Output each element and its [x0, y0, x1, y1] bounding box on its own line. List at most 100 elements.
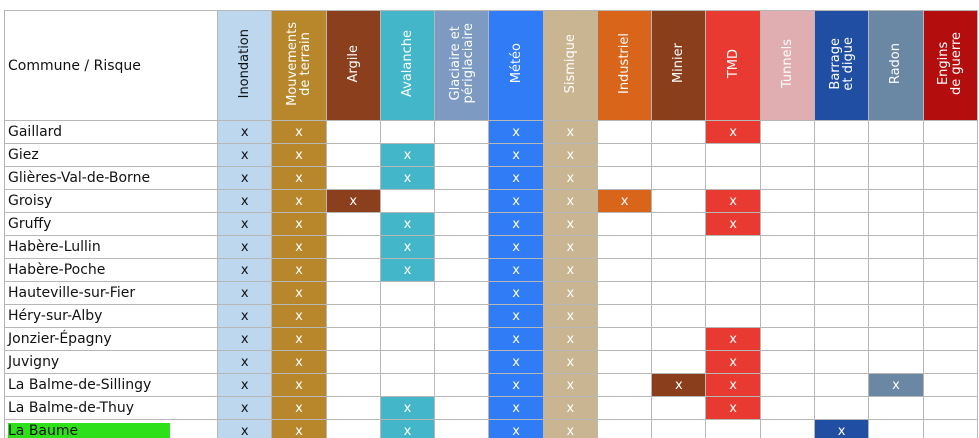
empty-cell-tunnels	[759, 396, 816, 420]
risk-label-tunnels: Tunnels	[779, 38, 795, 89]
mark-symbol: x	[675, 377, 683, 393]
mark-symbol: x	[566, 193, 575, 209]
empty-cell-radon	[868, 212, 924, 236]
risk-label-sismique: Sismique	[562, 33, 578, 94]
risk-mark-meteo: x	[488, 189, 544, 213]
commune-risk-header: Commune / Risque	[3, 10, 219, 121]
empty-cell-avalanche	[379, 373, 436, 397]
empty-cell-minier	[651, 212, 707, 236]
empty-cell-tunnels	[759, 189, 816, 213]
risk-mark-tmd: x	[705, 350, 761, 374]
empty-cell-engins	[922, 212, 979, 236]
commune-name: Habère-Poche	[8, 262, 106, 278]
mark-symbol: x	[240, 285, 249, 301]
mark-symbol: x	[295, 354, 303, 370]
mark-symbol: x	[240, 400, 249, 416]
risk-mark-sismique: x	[542, 419, 598, 438]
risk-mark-avalanche: x	[379, 143, 436, 167]
empty-cell-barrage	[814, 166, 870, 190]
table-row: Habère-Lullin x x x x x	[3, 235, 979, 259]
risk-mark-inondation: x	[217, 350, 273, 374]
table-row: Juvigny x x x x x	[3, 350, 979, 374]
risk-mark-tmd: x	[705, 189, 761, 213]
mark-symbol: x	[295, 170, 303, 186]
empty-cell-industriel	[596, 304, 653, 328]
empty-cell-argile	[325, 419, 381, 438]
empty-cell-barrage	[814, 235, 870, 259]
empty-cell-tmd	[705, 419, 761, 438]
mark-symbol: x	[566, 147, 575, 163]
commune-name: Juvigny	[8, 354, 60, 370]
empty-cell-tmd	[705, 166, 761, 190]
mark-symbol: x	[512, 331, 520, 347]
mark-symbol: x	[240, 262, 249, 278]
risk-mark-inondation: x	[217, 373, 273, 397]
risk-label-tmd: TMD	[725, 48, 741, 79]
empty-cell-engins	[922, 327, 979, 351]
empty-cell-barrage	[814, 281, 870, 305]
mark-symbol: x	[295, 147, 303, 163]
header-row: Commune / Risque Inondation Mouvements de…	[3, 10, 979, 121]
empty-cell-glaciaire	[434, 419, 490, 438]
empty-cell-radon	[868, 350, 924, 374]
commune-name-cell: La Balme-de-Thuy	[3, 396, 219, 420]
empty-cell-argile	[325, 396, 381, 420]
risk-mark-inondation: x	[217, 304, 273, 328]
risk-header-meteo: Météo	[488, 10, 544, 121]
empty-cell-argile	[325, 281, 381, 305]
risk-mark-meteo: x	[488, 235, 544, 259]
mark-symbol: x	[295, 331, 303, 347]
risk-header-avalanche: Avalanche	[379, 10, 436, 121]
commune-name-cell: Hauteville-sur-Fier	[3, 281, 219, 305]
commune-name: Jonzier-Épagny	[8, 331, 112, 347]
mark-symbol: x	[403, 170, 412, 186]
risk-header-sismique: Sismique	[542, 10, 598, 121]
commune-name-cell: La Balme-de-Sillingy	[3, 373, 219, 397]
risk-mark-mouvements: x	[271, 166, 327, 190]
empty-cell-barrage	[814, 373, 870, 397]
empty-cell-minier	[651, 304, 707, 328]
empty-cell-radon	[868, 166, 924, 190]
empty-cell-tunnels	[759, 373, 816, 397]
mark-symbol: x	[512, 400, 520, 416]
risk-mark-avalanche: x	[379, 166, 436, 190]
mark-symbol: x	[512, 423, 520, 438]
risk-mark-avalanche: x	[379, 258, 436, 282]
empty-cell-tunnels	[759, 419, 816, 438]
empty-cell-engins	[922, 143, 979, 167]
mark-symbol: x	[403, 216, 412, 232]
empty-cell-engins	[922, 281, 979, 305]
mark-symbol: x	[295, 193, 303, 209]
empty-cell-minier	[651, 120, 707, 144]
mark-symbol: x	[566, 170, 575, 186]
mark-symbol: x	[729, 377, 737, 393]
mark-symbol: x	[512, 216, 520, 232]
empty-cell-industriel	[596, 120, 653, 144]
risk-mark-meteo: x	[488, 396, 544, 420]
empty-cell-argile	[325, 350, 381, 374]
empty-cell-argile	[325, 212, 381, 236]
empty-cell-radon	[868, 120, 924, 144]
risk-mark-argile: x	[325, 189, 381, 213]
risk-mark-inondation: x	[217, 327, 273, 351]
commune-name: Groisy	[8, 193, 53, 209]
empty-cell-avalanche	[379, 120, 436, 144]
empty-cell-glaciaire	[434, 281, 490, 305]
table-row: Gruffy x x x x x x	[3, 212, 979, 236]
empty-cell-barrage	[814, 212, 870, 236]
mark-symbol: x	[403, 262, 412, 278]
empty-cell-avalanche	[379, 281, 436, 305]
risk-mark-mouvements: x	[271, 143, 327, 167]
empty-cell-argile	[325, 235, 381, 259]
commune-name-cell: Jonzier-Épagny	[3, 327, 219, 351]
risk-mark-inondation: x	[217, 396, 273, 420]
empty-cell-barrage	[814, 189, 870, 213]
empty-cell-avalanche	[379, 304, 436, 328]
empty-cell-barrage	[814, 120, 870, 144]
risk-mark-mouvements: x	[271, 281, 327, 305]
mark-symbol: x	[512, 147, 520, 163]
risk-mark-mouvements: x	[271, 212, 327, 236]
mark-symbol: x	[295, 262, 303, 278]
empty-cell-barrage	[814, 327, 870, 351]
empty-cell-glaciaire	[434, 350, 490, 374]
